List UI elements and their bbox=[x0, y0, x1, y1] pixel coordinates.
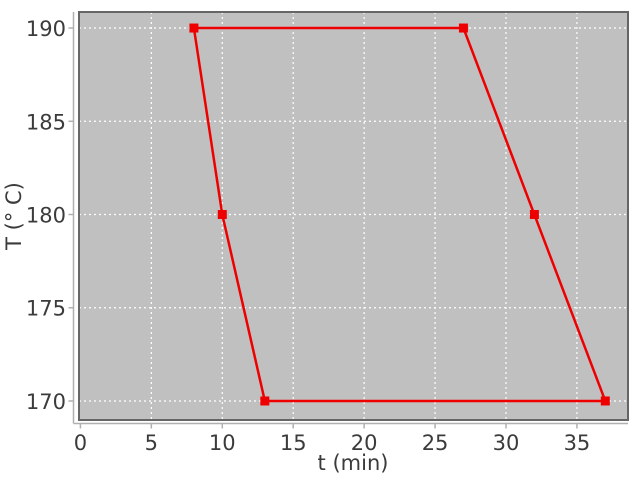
x-tick-label: 30 bbox=[493, 431, 520, 455]
y-tick-label: 185 bbox=[26, 110, 66, 134]
x-tick-label: 10 bbox=[209, 431, 236, 455]
data-point-marker bbox=[217, 210, 227, 220]
data-point-marker bbox=[189, 23, 199, 33]
x-tick-label: 0 bbox=[74, 431, 87, 455]
x-tick-label: 20 bbox=[351, 431, 378, 455]
y-tick-label: 180 bbox=[26, 204, 66, 228]
y-axis-title: T (° C) bbox=[2, 182, 26, 251]
plot-frame bbox=[78, 11, 629, 421]
x-tick-label: 5 bbox=[145, 431, 158, 455]
y-tick-label: 170 bbox=[26, 390, 66, 414]
data-point-marker bbox=[260, 396, 270, 406]
x-axis-title: t (min) bbox=[318, 451, 389, 475]
x-tick-label: 25 bbox=[422, 431, 449, 455]
y-tick-label: 190 bbox=[26, 17, 66, 41]
x-tick-label: 35 bbox=[564, 431, 591, 455]
y-tick-label: 175 bbox=[26, 297, 66, 321]
x-tick-label: 15 bbox=[280, 431, 307, 455]
plot-background bbox=[79, 12, 628, 420]
data-point-marker bbox=[529, 210, 539, 220]
data-point-marker bbox=[600, 396, 610, 406]
plot-layer: 170 175 180 185 190 0 5 10 15 20 25 30 35 bbox=[26, 11, 629, 455]
data-point-marker bbox=[458, 23, 468, 33]
